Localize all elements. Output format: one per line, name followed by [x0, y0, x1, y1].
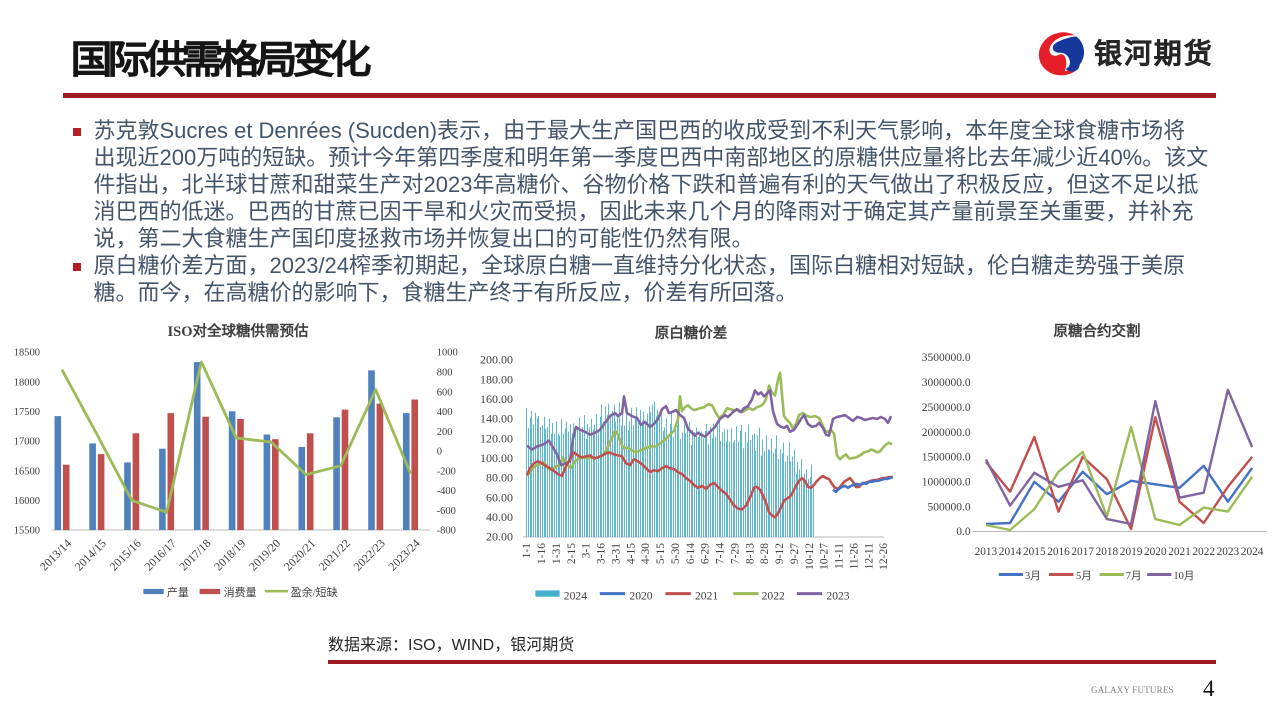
svg-text:5-30: 5-30	[670, 543, 682, 564]
svg-text:10-12: 10-12	[804, 543, 816, 570]
svg-text:5月: 5月	[1076, 570, 1092, 582]
svg-text:6-29: 6-29	[700, 543, 712, 564]
svg-text:10-27: 10-27	[819, 543, 831, 570]
svg-text:2022/23: 2022/23	[351, 536, 388, 573]
svg-text:3500000.0: 3500000.0	[922, 352, 971, 364]
svg-text:12-11: 12-11	[863, 543, 875, 570]
svg-text:600: 600	[437, 387, 453, 398]
svg-text:2019/20: 2019/20	[246, 536, 283, 573]
svg-text:15500: 15500	[14, 526, 40, 537]
svg-text:2022: 2022	[1192, 546, 1215, 558]
svg-text:16000: 16000	[14, 496, 40, 507]
svg-text:2022: 2022	[762, 589, 785, 602]
svg-text:2-15: 2-15	[566, 543, 578, 564]
svg-text:400: 400	[437, 407, 453, 418]
svg-text:2018/19: 2018/19	[211, 536, 248, 573]
svg-text:20.00: 20.00	[486, 530, 513, 544]
svg-text:140.00: 140.00	[480, 412, 513, 426]
svg-text:盈余/短缺: 盈余/短缺	[291, 585, 338, 599]
svg-text:4-30: 4-30	[640, 543, 652, 564]
svg-text:11-11: 11-11	[834, 543, 846, 569]
svg-text:200.00: 200.00	[480, 353, 513, 367]
svg-text:180.00: 180.00	[480, 372, 513, 386]
svg-text:8-28: 8-28	[759, 543, 771, 564]
svg-text:ISO对全球糖供需预估: ISO对全球糖供需预估	[168, 322, 309, 340]
svg-text:3000000.0: 3000000.0	[922, 377, 971, 389]
svg-text:0: 0	[437, 447, 442, 458]
svg-text:8-13: 8-13	[744, 543, 756, 564]
svg-text:17500: 17500	[14, 407, 40, 418]
svg-text:2024: 2024	[1241, 546, 1264, 558]
svg-text:消费量: 消费量	[224, 585, 257, 599]
svg-text:2014/15: 2014/15	[72, 536, 109, 573]
svg-text:7-14: 7-14	[715, 543, 727, 564]
svg-text:5-15: 5-15	[655, 543, 667, 564]
svg-text:2020/21: 2020/21	[281, 536, 318, 573]
svg-text:2017/18: 2017/18	[176, 536, 213, 573]
svg-text:1500000.0: 1500000.0	[922, 452, 971, 464]
svg-text:16500: 16500	[14, 466, 40, 477]
svg-text:2023/24: 2023/24	[385, 536, 422, 573]
svg-text:2019: 2019	[1120, 546, 1143, 558]
svg-text:200: 200	[437, 427, 453, 438]
svg-text:2016/17: 2016/17	[141, 536, 178, 573]
svg-text:10月: 10月	[1173, 570, 1194, 582]
svg-text:4-15: 4-15	[625, 543, 637, 564]
svg-text:6-14: 6-14	[685, 543, 697, 564]
svg-text:2000000.0: 2000000.0	[922, 427, 971, 439]
svg-text:3-1: 3-1	[581, 543, 593, 559]
svg-text:2014: 2014	[999, 546, 1022, 558]
svg-text:18000: 18000	[14, 377, 40, 388]
svg-text:原白糖价差: 原白糖价差	[655, 324, 728, 342]
svg-text:160.00: 160.00	[480, 392, 513, 406]
svg-text:产量: 产量	[167, 585, 189, 599]
svg-text:100.00: 100.00	[480, 451, 513, 465]
svg-text:17000: 17000	[14, 437, 40, 448]
svg-text:60.00: 60.00	[486, 490, 513, 504]
svg-text:-800: -800	[437, 526, 456, 537]
svg-text:2015: 2015	[1023, 546, 1046, 558]
svg-text:0.0: 0.0	[956, 526, 971, 538]
svg-text:40.00: 40.00	[486, 510, 513, 524]
svg-text:-600: -600	[437, 506, 456, 517]
svg-text:120.00: 120.00	[480, 431, 513, 445]
svg-text:2500000.0: 2500000.0	[922, 402, 971, 414]
svg-text:2017: 2017	[1071, 546, 1094, 558]
svg-text:7-29: 7-29	[729, 543, 741, 564]
svg-text:2013/14: 2013/14	[37, 536, 74, 573]
svg-text:1-16: 1-16	[536, 543, 548, 564]
svg-text:1000000.0: 1000000.0	[922, 477, 971, 489]
svg-text:2015/16: 2015/16	[107, 536, 144, 573]
svg-text:2021/22: 2021/22	[316, 536, 353, 573]
svg-text:1000: 1000	[437, 348, 458, 359]
svg-text:原糖合约交割: 原糖合约交割	[1054, 322, 1141, 340]
svg-text:2018: 2018	[1096, 546, 1119, 558]
svg-text:-400: -400	[437, 486, 456, 497]
svg-text:12-26: 12-26	[878, 543, 890, 570]
svg-text:7月: 7月	[1126, 570, 1142, 582]
svg-text:3月: 3月	[1025, 570, 1041, 582]
svg-text:1-1: 1-1	[521, 543, 533, 559]
svg-text:2021: 2021	[1168, 546, 1191, 558]
svg-text:2020: 2020	[629, 589, 652, 602]
svg-text:500000.0: 500000.0	[927, 501, 970, 513]
svg-text:80.00: 80.00	[486, 471, 513, 485]
svg-text:1-31: 1-31	[551, 543, 563, 564]
svg-text:2016: 2016	[1047, 546, 1070, 558]
svg-text:3-16: 3-16	[596, 543, 608, 564]
svg-text:2013: 2013	[975, 546, 998, 558]
svg-text:2020: 2020	[1144, 546, 1167, 558]
svg-text:-200: -200	[437, 466, 456, 477]
svg-text:2021: 2021	[695, 589, 718, 602]
svg-text:9-27: 9-27	[789, 543, 801, 564]
svg-text:18500: 18500	[14, 348, 40, 359]
svg-text:2023: 2023	[1217, 546, 1240, 558]
svg-text:3-31: 3-31	[610, 543, 622, 564]
svg-text:800: 800	[437, 368, 453, 379]
svg-text:2024: 2024	[564, 589, 587, 602]
svg-text:2023: 2023	[826, 589, 849, 602]
svg-text:11-26: 11-26	[848, 543, 860, 570]
svg-text:9-12: 9-12	[774, 543, 786, 564]
